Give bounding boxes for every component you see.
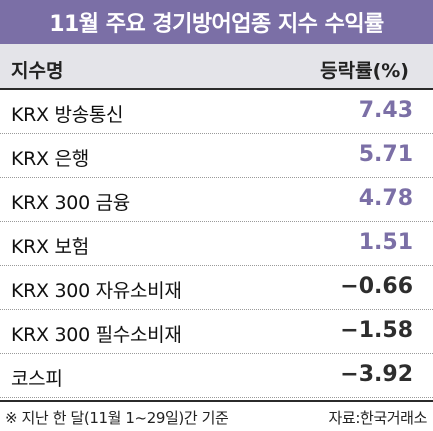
table-row: KRX 방송통신 7.43 bbox=[0, 90, 433, 134]
header-name-col: 지수명 bbox=[11, 60, 64, 82]
table-row: KRX 300 금융 4.78 bbox=[0, 178, 433, 222]
row-value: −1.58 bbox=[340, 318, 413, 343]
row-value: 4.78 bbox=[358, 186, 413, 211]
row-value: 5.71 bbox=[358, 142, 413, 167]
table-header: 지수명 등락률(%) bbox=[0, 44, 433, 90]
table-row: 코스피 −3.92 bbox=[0, 354, 433, 398]
row-name: KRX 방송통신 bbox=[11, 104, 124, 126]
footer-note: ※ 지난 한 달(11월 1~29일)간 기준 bbox=[5, 409, 229, 427]
row-name: KRX 300 금융 bbox=[11, 192, 130, 214]
table-body: KRX 방송통신 7.43 KRX 은행 5.71 KRX 300 금융 4.78 KRX … bbox=[0, 90, 433, 398]
row-name: KRX 300 필수소비재 bbox=[11, 324, 182, 346]
table-row: KRX 보험 1.51 bbox=[0, 222, 433, 266]
row-value: −3.92 bbox=[340, 362, 413, 387]
footer: ※ 지난 한 달(11월 1~29일)간 기준 자료:한국거래소 bbox=[0, 404, 433, 431]
row-name: 코스피 bbox=[11, 368, 63, 390]
chart-title: 11월 주요 경기방어업종 지수 수익률 bbox=[0, 0, 433, 44]
row-value: 1.51 bbox=[358, 230, 413, 255]
row-name: KRX 은행 bbox=[11, 148, 89, 170]
footer-divider bbox=[0, 400, 433, 402]
row-value: −0.66 bbox=[340, 274, 413, 299]
table-row: KRX 300 필수소비재 −1.58 bbox=[0, 310, 433, 354]
header-value-col: 등락률(%) bbox=[320, 60, 409, 82]
row-value: 7.43 bbox=[358, 98, 413, 123]
table-row: KRX 300 자유소비재 −0.66 bbox=[0, 266, 433, 310]
table-row: KRX 은행 5.71 bbox=[0, 134, 433, 178]
row-name: KRX 300 자유소비재 bbox=[11, 280, 182, 302]
footer-source: 자료:한국거래소 bbox=[328, 409, 428, 427]
row-name: KRX 보험 bbox=[11, 236, 89, 258]
